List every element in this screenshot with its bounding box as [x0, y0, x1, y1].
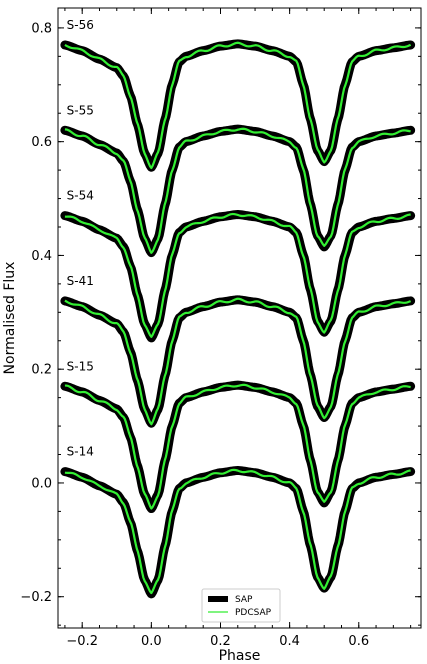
pdcsap-series-S-14 — [64, 468, 411, 595]
pdcsap-series-S-55 — [64, 127, 411, 254]
y-tick-label: −0.2 — [20, 590, 52, 605]
curves-layer — [60, 39, 416, 599]
sector-label-S-56: S-56 — [67, 18, 94, 32]
y-tick-label: 0.2 — [31, 363, 52, 378]
pdcsap-series-S-54 — [64, 212, 411, 338]
sector-labels-layer: S-56 S-55 S-54 S-41 S-15 S-14 — [67, 18, 94, 459]
x-tick-label: 0.2 — [210, 634, 231, 649]
pdcsap-series-S-15 — [64, 383, 411, 510]
plot-area — [57, 7, 422, 629]
sector-label-S-15: S-15 — [67, 359, 94, 373]
sector-label-S-54: S-54 — [67, 189, 94, 203]
x-tick-label: −0.2 — [66, 634, 98, 649]
y-tick-label: 0.6 — [31, 135, 52, 150]
ticks-layer: −0.2 0.0 0.2 0.4 0.6 −0.2 0.0 0.2 0.4 0.6 0.8 — [20, 8, 421, 649]
x-axis-label: Phase — [219, 648, 261, 664]
pdcsap-series-S-41 — [64, 297, 412, 426]
legend-label-SAP: SAP — [235, 595, 253, 605]
legend-label-PDCSAP: PDCSAP — [235, 608, 272, 618]
sector-label-S-55: S-55 — [67, 103, 94, 117]
pdcsap-series-S-56 — [64, 41, 412, 170]
x-tick-label: 0.6 — [348, 634, 369, 649]
y-tick-label: 0.8 — [31, 21, 52, 36]
y-tick-label: 0.4 — [31, 249, 52, 264]
x-tick-label: 0.4 — [279, 634, 300, 649]
y-axis-label: Normalised Flux — [2, 262, 18, 375]
sector-label-S-14: S-14 — [67, 445, 94, 459]
y-tick-label: 0.0 — [31, 476, 52, 491]
sector-label-S-41: S-41 — [67, 274, 94, 288]
x-tick-label: 0.0 — [141, 634, 162, 649]
legend: SAP PDCSAP — [201, 588, 281, 623]
